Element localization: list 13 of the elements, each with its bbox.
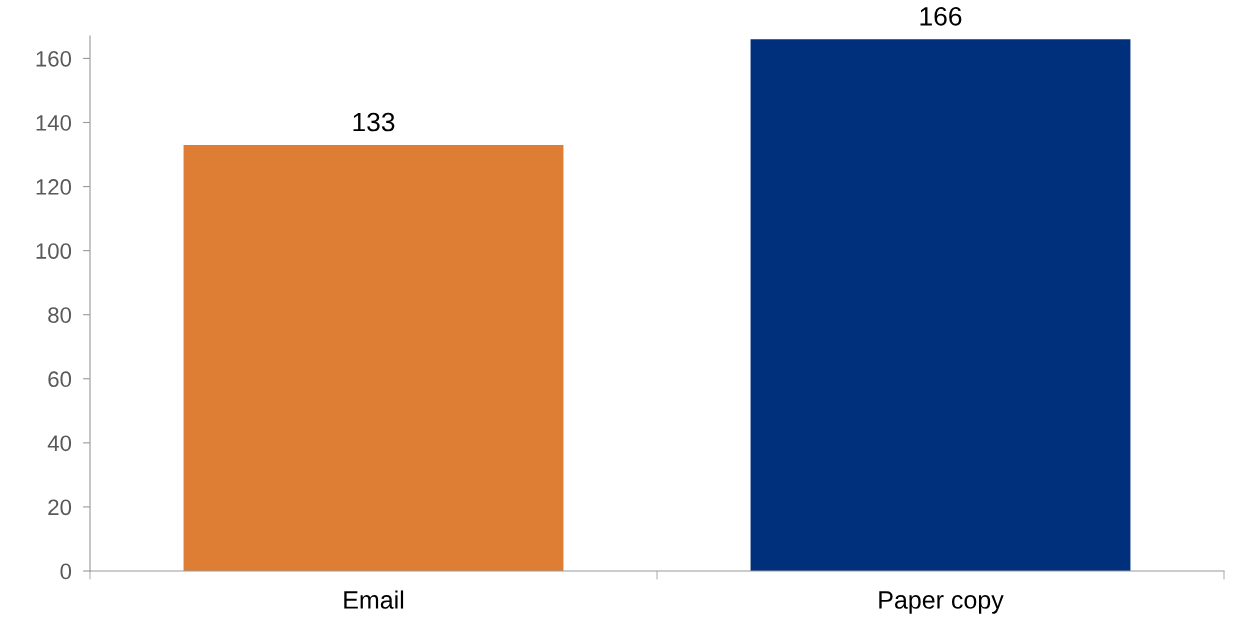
y-tick-label: 40 xyxy=(47,435,72,452)
data-label: 133 xyxy=(353,112,395,132)
y-tick-label: 0 xyxy=(60,563,72,580)
y-tick-label: 120 xyxy=(36,179,72,195)
y-tick-label: 80 xyxy=(48,307,72,323)
y-tick-label: 100 xyxy=(36,243,72,259)
data-label: 166 xyxy=(920,6,962,26)
y-tick-label: 60 xyxy=(48,371,72,388)
y-tick-label: 140 xyxy=(36,115,72,131)
y-tick-label: 20 xyxy=(48,499,72,516)
x-tick-label: Paper copy xyxy=(879,591,1004,614)
y-tick-label: 160 xyxy=(36,50,72,67)
x-tick-label: Email xyxy=(344,590,404,609)
